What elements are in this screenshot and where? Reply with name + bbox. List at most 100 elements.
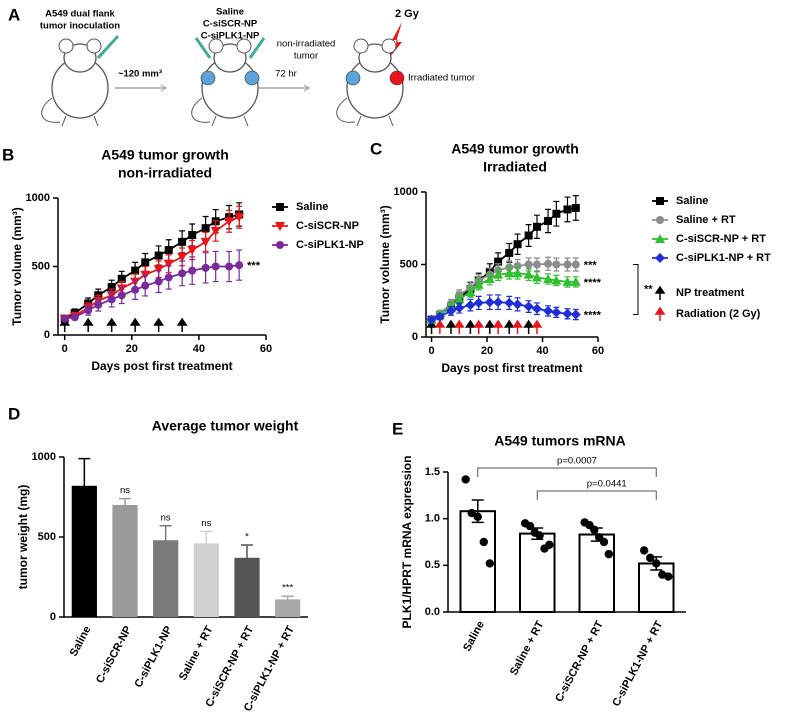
mouse-head [213,43,247,73]
x-tick-label: Saline [68,624,94,658]
marker [454,303,465,313]
diagram-text: 72 hr [275,69,297,80]
comparison-label: ** [644,283,653,295]
marker [563,205,572,214]
marker [117,274,126,283]
syringe [96,34,120,60]
marker [426,314,437,325]
error-bar [200,530,213,557]
marker [512,268,523,278]
mouse-leg [61,115,99,127]
marker [484,297,495,308]
marker [484,274,495,283]
y-tick-label: 0 [412,331,418,343]
legend-arrow [654,285,666,300]
significance: *** [282,583,293,594]
arrow [531,319,543,334]
legend-label: Radiation (2 Gy) [676,308,761,320]
process-arrow-head [160,84,167,92]
data-point [485,559,495,568]
x-tick-label: Saline + RT [177,624,216,683]
y-tick-label: 0 [50,611,56,623]
x-tick-label: C-siPLK1-NP + RT [610,619,665,709]
arrow [153,317,165,332]
bar [275,599,301,617]
diagram-text: A549 dual flank [45,9,115,20]
marker [513,240,522,249]
arrow [82,317,94,332]
mouse-tail [191,97,211,123]
marker [552,260,561,269]
data-point [473,512,482,521]
chart-title: A549 tumor growth [451,141,579,157]
bar [578,533,616,613]
marker [225,262,234,271]
tumor [389,70,405,86]
legend-label: NP treatment [676,287,745,299]
marker [200,237,211,247]
comparison-bracket [477,467,657,477]
legend-marker [656,197,664,205]
marker [543,274,554,283]
data-point [525,521,535,531]
marker [445,305,456,316]
process-arrow-head [303,84,310,92]
marker [570,309,581,320]
legend-label: Saline [676,195,708,207]
x-tick-label: Saline [461,619,487,653]
panel-label: B [2,145,14,164]
x-tick-label: 0 [62,343,68,355]
marker [532,222,541,231]
marker [210,226,221,236]
marker [187,246,198,256]
marker [494,257,503,266]
mouse-head [358,43,392,73]
marker [493,297,504,308]
marker [473,279,484,289]
y-tick-label: 0 [44,329,50,341]
mouse-ear [236,38,252,54]
arrow [464,319,476,334]
marker [544,217,553,225]
error-bar [119,497,131,513]
x-tick-label: 60 [592,345,604,357]
arrow [106,317,118,332]
legend-arrow [654,306,666,321]
marker [177,252,188,262]
x-axis-label: Days post first treatment [441,361,582,375]
legend-marker [276,203,284,211]
panel-label: C [370,139,382,158]
diagram-text: tumor [294,51,318,62]
data-point [461,475,470,484]
legend-label: C-siPLK1-NP [296,239,364,251]
x-tick-label: 20 [481,345,493,357]
marker [141,258,150,267]
panel-label: E [392,419,403,438]
significance: * [245,532,249,543]
data-point [590,525,599,535]
data-point [535,531,544,540]
marker [211,262,220,271]
x-tick-label: Saline + RT [508,619,547,678]
y-tick-label: 1.5 [425,466,440,478]
marker [107,295,116,304]
arrow [492,319,504,334]
comparison-bracket [536,490,657,500]
marker [131,285,140,294]
marker [60,314,69,323]
tumor [244,70,260,86]
x-tick-label: 0 [428,345,434,357]
legend-label: C-siSCR-NP [296,220,359,232]
y-axis-label: tumor weight (mg) [16,485,30,590]
x-tick-label: C-siSCR-NP + RT [553,619,606,704]
y-tick-label: 1.0 [425,513,440,525]
panel-label: A [8,5,20,24]
diagram-text: C-siSCR-NP [203,19,258,30]
marker [531,303,542,314]
marker [531,272,542,282]
series-line [64,216,240,320]
marker [131,266,140,275]
marker [141,281,150,290]
legend-label: C-siSCR-NP + RT [676,233,766,245]
